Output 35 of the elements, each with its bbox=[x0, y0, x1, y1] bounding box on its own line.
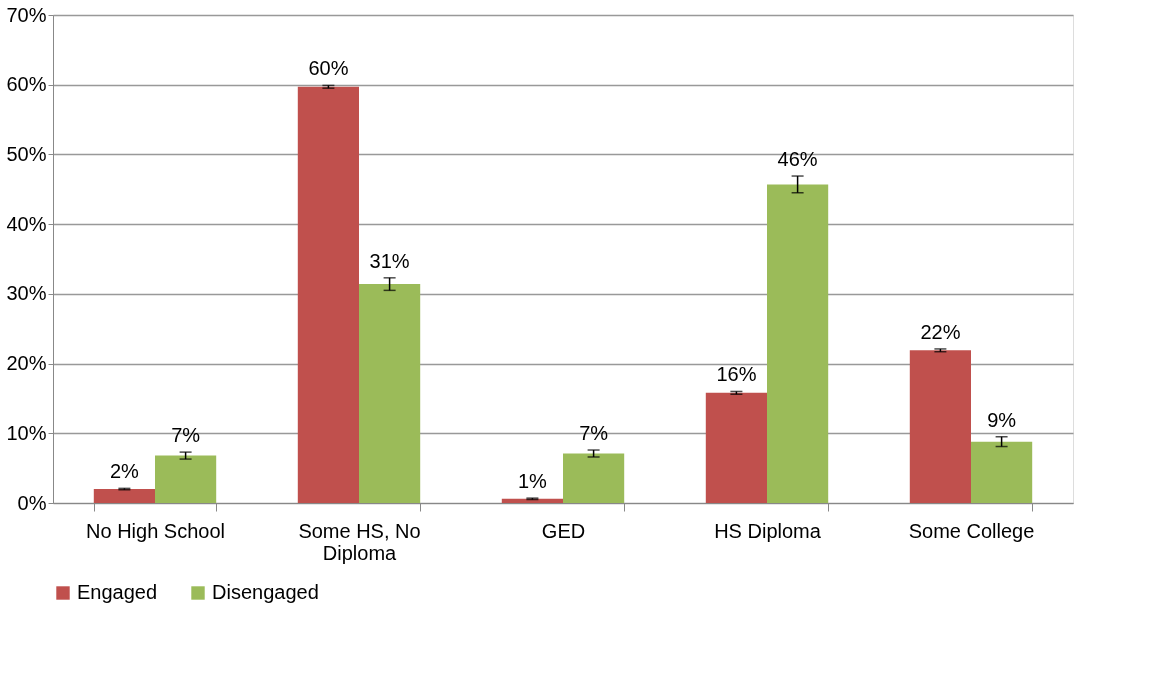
data-label: 9% bbox=[987, 408, 1017, 431]
bar bbox=[705, 392, 767, 503]
bar bbox=[359, 284, 421, 503]
y-tick-label: 50% bbox=[6, 142, 47, 165]
bar bbox=[909, 350, 971, 503]
bar bbox=[767, 184, 829, 503]
data-label: 16% bbox=[716, 363, 757, 386]
bar bbox=[563, 453, 625, 503]
data-label: 46% bbox=[777, 148, 818, 171]
bar bbox=[971, 441, 1033, 503]
data-label: 60% bbox=[308, 57, 349, 80]
legend-label: Engaged bbox=[77, 581, 158, 603]
bar bbox=[93, 489, 155, 503]
y-tick-label: 10% bbox=[6, 421, 47, 444]
x-tick-label: HS Diploma bbox=[714, 519, 822, 542]
y-tick-label: 40% bbox=[6, 212, 47, 235]
data-label: 7% bbox=[171, 424, 201, 447]
data-label: 22% bbox=[920, 320, 961, 343]
y-tick-label: 30% bbox=[6, 282, 47, 305]
legend-label: Disengaged bbox=[212, 581, 319, 603]
bar bbox=[155, 455, 217, 503]
y-tick-label: 20% bbox=[6, 352, 47, 375]
data-label: 2% bbox=[109, 460, 140, 483]
data-label: 7% bbox=[579, 422, 609, 445]
x-tick-label: No High School bbox=[86, 519, 225, 542]
x-tick-label: Some HS, No Diploma bbox=[298, 519, 421, 564]
data-label: 1% bbox=[517, 470, 548, 493]
bar bbox=[501, 498, 563, 503]
x-tick-label: Some College bbox=[908, 519, 1035, 542]
y-tick-label: 60% bbox=[6, 73, 47, 96]
x-tick-label: GED bbox=[541, 519, 586, 542]
data-label: 31% bbox=[369, 249, 410, 272]
y-tick-label: 0% bbox=[17, 491, 47, 514]
bar bbox=[297, 86, 359, 503]
y-tick-label: 70% bbox=[6, 3, 47, 26]
